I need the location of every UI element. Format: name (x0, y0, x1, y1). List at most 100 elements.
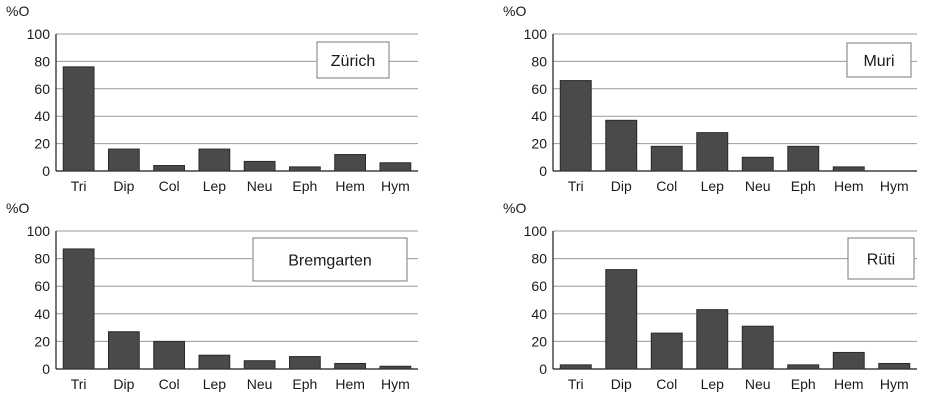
x-tick-label: Lep (701, 376, 725, 392)
bar (288, 166, 321, 172)
y-axis-label: %O (503, 3, 526, 19)
bar (605, 269, 638, 370)
y-tick-label: 80 (34, 53, 50, 69)
y-axis-label: %O (6, 200, 29, 216)
y-tick-label: 20 (34, 136, 50, 152)
x-tick-label: Lep (701, 178, 725, 194)
x-tick-label: Eph (292, 178, 317, 194)
y-tick-label: 80 (531, 53, 547, 69)
y-axis-label: %O (6, 3, 29, 19)
x-tick-label: Hem (834, 376, 864, 392)
y-tick-label: 60 (531, 81, 547, 97)
x-tick-label: Col (159, 376, 180, 392)
bar (379, 365, 412, 370)
x-tick-label: Lep (203, 376, 227, 392)
x-tick-label: Tri (71, 178, 87, 194)
site-label-box (252, 237, 408, 282)
x-tick-label: Neu (247, 376, 273, 392)
x-tick-label: Dip (611, 376, 632, 392)
bar (696, 309, 729, 370)
x-tick-label: Hem (834, 178, 864, 194)
site-label: Zürich (331, 53, 375, 70)
x-tick-label: Neu (247, 178, 273, 194)
site-label: Bremgarten (288, 253, 372, 270)
bar (153, 340, 186, 370)
x-tick-label: Hym (381, 178, 410, 194)
bar (62, 66, 95, 172)
x-tick-label: Dip (611, 178, 632, 194)
site-label: Rüti (867, 252, 895, 269)
x-tick-label: Hym (880, 376, 909, 392)
bar (198, 354, 231, 370)
bar (832, 166, 865, 172)
y-tick-label: 0 (539, 361, 547, 377)
y-axis-label: %O (503, 200, 526, 216)
bar (787, 145, 820, 172)
y-tick-label: 60 (34, 278, 50, 294)
bar (243, 160, 276, 172)
site-label-box (846, 42, 912, 78)
bar (62, 248, 95, 370)
y-tick-label: 100 (27, 26, 51, 42)
x-tick-label: Neu (745, 178, 771, 194)
bar (107, 148, 140, 172)
y-tick-label: 100 (524, 26, 548, 42)
bar (288, 356, 321, 370)
bar (559, 80, 592, 172)
y-tick-label: 80 (34, 251, 50, 267)
bar (741, 325, 774, 370)
x-tick-label: Col (656, 178, 677, 194)
y-tick-label: 100 (524, 223, 548, 239)
x-tick-label: Lep (203, 178, 227, 194)
y-tick-label: 0 (42, 163, 50, 179)
bar (650, 145, 683, 172)
y-tick-label: 20 (34, 333, 50, 349)
site-label-box (316, 41, 390, 79)
x-tick-label: Hym (381, 376, 410, 392)
x-tick-label: Tri (71, 376, 87, 392)
x-tick-label: Tri (568, 376, 584, 392)
bar (243, 360, 276, 370)
y-tick-label: 20 (531, 333, 547, 349)
bar (605, 119, 638, 172)
bar (696, 132, 729, 172)
y-tick-label: 40 (34, 108, 50, 124)
bar (741, 156, 774, 172)
bar (878, 362, 911, 370)
bar (334, 362, 367, 370)
x-tick-label: Tri (568, 178, 584, 194)
x-tick-label: Dip (113, 376, 134, 392)
x-tick-label: Hem (335, 178, 365, 194)
y-tick-label: 20 (531, 136, 547, 152)
y-tick-label: 0 (539, 163, 547, 179)
y-tick-label: 60 (34, 81, 50, 97)
bar (787, 364, 820, 370)
x-tick-label: Col (159, 178, 180, 194)
x-tick-label: Hem (335, 376, 365, 392)
site-label-box (847, 237, 915, 280)
bar (650, 332, 683, 370)
y-tick-label: 60 (531, 278, 547, 294)
bar (379, 162, 412, 172)
x-tick-label: Neu (745, 376, 771, 392)
y-tick-label: 40 (531, 108, 547, 124)
x-tick-label: Eph (791, 376, 816, 392)
x-tick-label: Dip (113, 178, 134, 194)
x-tick-label: Col (656, 376, 677, 392)
bar (153, 165, 186, 172)
bar (559, 364, 592, 370)
bar (198, 148, 231, 172)
y-tick-label: 0 (42, 361, 50, 377)
bar (832, 351, 865, 370)
y-tick-label: 40 (531, 306, 547, 322)
x-tick-label: Eph (292, 376, 317, 392)
y-tick-label: 100 (27, 223, 51, 239)
y-tick-label: 80 (531, 251, 547, 267)
bar (107, 331, 140, 370)
site-label: Muri (863, 53, 894, 70)
x-tick-label: Eph (791, 178, 816, 194)
x-tick-label: Hym (880, 178, 909, 194)
bar (334, 154, 367, 172)
y-tick-label: 40 (34, 306, 50, 322)
